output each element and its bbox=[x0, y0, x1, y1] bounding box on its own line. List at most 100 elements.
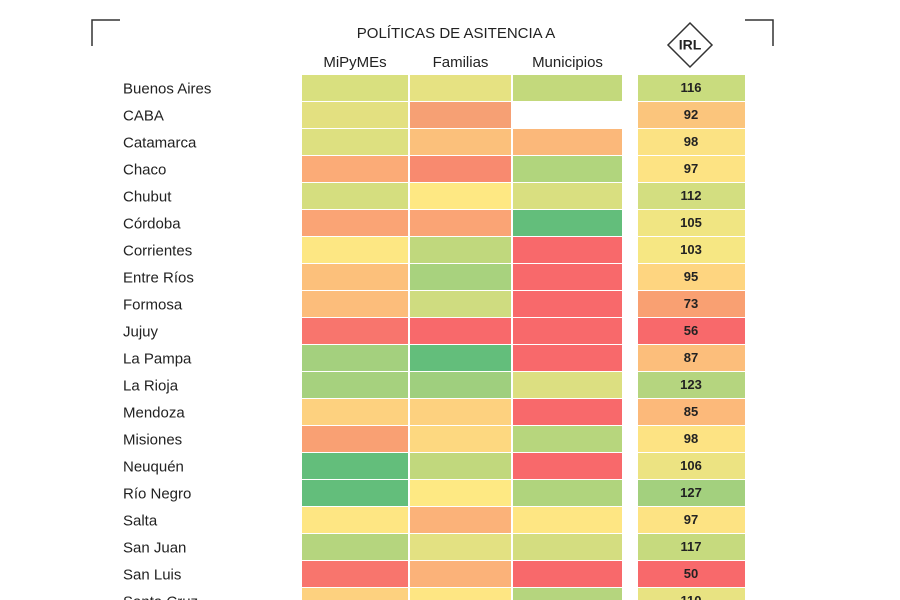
irl-value: 98 bbox=[684, 431, 698, 446]
heat-cell bbox=[410, 507, 511, 533]
row-name: Salta bbox=[123, 512, 158, 529]
irl-value: 112 bbox=[681, 188, 702, 203]
heat-cell bbox=[302, 102, 408, 128]
irl-value: 127 bbox=[680, 485, 702, 500]
irl-value: 123 bbox=[680, 377, 702, 392]
column-header: MiPyMEs bbox=[323, 54, 386, 71]
irl-cell bbox=[638, 561, 745, 587]
irl-value: 110 bbox=[681, 593, 702, 600]
row-name: San Luis bbox=[123, 566, 181, 583]
heat-cell bbox=[302, 291, 408, 317]
heat-cell bbox=[302, 156, 408, 182]
heat-cell bbox=[410, 534, 511, 560]
heat-cell bbox=[302, 426, 408, 452]
heat-cell bbox=[410, 561, 511, 587]
heat-cell bbox=[410, 318, 511, 344]
irl-cell bbox=[638, 129, 745, 155]
heat-cell bbox=[302, 345, 408, 371]
heat-cell bbox=[513, 345, 622, 371]
heat-cell bbox=[302, 264, 408, 290]
heat-cell bbox=[410, 372, 511, 398]
row-name: Santa Cruz bbox=[123, 593, 198, 600]
heat-cell bbox=[410, 291, 511, 317]
irl-value: 103 bbox=[680, 242, 702, 257]
irl-value: 105 bbox=[680, 215, 702, 230]
irl-value: 117 bbox=[681, 539, 702, 554]
row-name: Chaco bbox=[123, 161, 166, 178]
irl-value: 97 bbox=[684, 161, 698, 176]
irl-cell bbox=[638, 588, 745, 600]
heat-cell bbox=[302, 507, 408, 533]
heat-cell bbox=[302, 372, 408, 398]
heat-cell bbox=[410, 183, 511, 209]
heat-cell bbox=[410, 588, 511, 600]
heat-cell bbox=[302, 561, 408, 587]
row-name: La Pampa bbox=[123, 350, 192, 367]
row-name: Entre Ríos bbox=[123, 269, 194, 286]
irl-value: 87 bbox=[684, 350, 698, 365]
heat-cell bbox=[513, 291, 622, 317]
heat-cell bbox=[513, 75, 622, 101]
irl-value: 106 bbox=[680, 458, 702, 473]
heat-cell bbox=[302, 237, 408, 263]
heat-cell bbox=[410, 75, 511, 101]
row-name: Misiones bbox=[123, 431, 182, 448]
heat-cell bbox=[513, 129, 622, 155]
irl-cell bbox=[638, 453, 745, 479]
irl-value: 116 bbox=[681, 80, 702, 95]
row-name: Buenos Aires bbox=[123, 80, 211, 97]
heat-cell bbox=[302, 129, 408, 155]
heat-cell bbox=[410, 345, 511, 371]
irl-value: 73 bbox=[684, 296, 698, 311]
heat-cell bbox=[513, 588, 622, 600]
irl-diamond bbox=[666, 21, 714, 69]
row-name: Formosa bbox=[123, 296, 183, 313]
heat-cell bbox=[410, 399, 511, 425]
irl-value: 50 bbox=[684, 566, 698, 581]
irl-cell bbox=[638, 372, 745, 398]
heat-cell bbox=[410, 237, 511, 263]
irl-cell bbox=[638, 345, 745, 371]
irl-cell bbox=[638, 237, 745, 263]
heat-cell bbox=[410, 129, 511, 155]
heat-cell bbox=[513, 480, 622, 506]
row-name: CABA bbox=[123, 107, 164, 124]
irl-cell bbox=[638, 210, 745, 236]
heat-cell bbox=[302, 75, 408, 101]
irl-cell bbox=[638, 183, 745, 209]
irl-cell bbox=[638, 156, 745, 182]
irl-value: 85 bbox=[684, 404, 698, 419]
heat-cell bbox=[513, 507, 622, 533]
heat-cell bbox=[410, 156, 511, 182]
heat-cell bbox=[302, 183, 408, 209]
irl-cell bbox=[638, 102, 745, 128]
corner-mark bbox=[91, 19, 120, 46]
heat-cell bbox=[513, 156, 622, 182]
irl-cell bbox=[638, 507, 745, 533]
heat-cell bbox=[513, 210, 622, 236]
irl-cell bbox=[638, 426, 745, 452]
heat-cell bbox=[410, 426, 511, 452]
irl-cell bbox=[638, 480, 745, 506]
heat-cell bbox=[513, 561, 622, 587]
heat-cell bbox=[302, 453, 408, 479]
heat-cell bbox=[513, 372, 622, 398]
heat-cell bbox=[302, 534, 408, 560]
heat-cell bbox=[302, 210, 408, 236]
heat-cell bbox=[302, 318, 408, 344]
irl-value: 95 bbox=[684, 269, 698, 284]
row-name: Catamarca bbox=[123, 134, 197, 151]
irl-cell bbox=[638, 534, 745, 560]
heat-cell bbox=[410, 264, 511, 290]
heat-cell bbox=[410, 102, 511, 128]
column-header: Familias bbox=[433, 54, 489, 71]
irl-value: 98 bbox=[684, 134, 698, 149]
heat-cell bbox=[513, 264, 622, 290]
row-name: Río Negro bbox=[123, 485, 191, 502]
row-name: Córdoba bbox=[123, 215, 181, 232]
heat-cell bbox=[513, 534, 622, 560]
heat-cell bbox=[302, 399, 408, 425]
irl-cell bbox=[638, 399, 745, 425]
